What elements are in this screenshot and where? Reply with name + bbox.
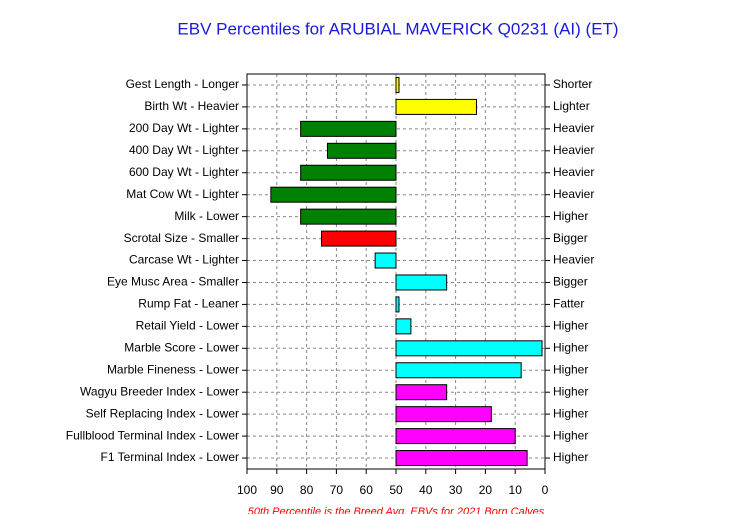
x-tick-label: 40 (419, 483, 433, 497)
bar (321, 230, 397, 247)
bar (395, 318, 412, 335)
bar (395, 406, 492, 423)
bar (395, 296, 400, 313)
y-tick-label: Self Replacing Index - Lower (86, 406, 239, 420)
y-tick-label: Birth Wt - Heavier (144, 99, 239, 113)
right-label: Heavier (553, 121, 594, 135)
x-tick-label: 20 (479, 483, 493, 497)
bar (395, 362, 522, 379)
x-tick-label: 50 (389, 483, 403, 497)
bar (326, 142, 397, 159)
x-tick-label: 90 (270, 483, 284, 497)
x-tick-label: 30 (449, 483, 463, 497)
right-label: Shorter (553, 77, 592, 91)
y-tick-label: 200 Day Wt - Lighter (129, 121, 239, 135)
bar (374, 252, 397, 269)
bar (395, 428, 516, 445)
plot-frame (246, 73, 546, 470)
y-tick-label: Marble Fineness - Lower (107, 362, 239, 376)
y-tick-label: Marble Score - Lower (124, 340, 239, 354)
right-label: Heavier (553, 165, 594, 179)
x-tick-label: 80 (300, 483, 314, 497)
bar (395, 340, 543, 357)
footnote: 50th Percentile is the Breed Avg. EBVs f… (248, 506, 545, 514)
right-label: Higher (553, 384, 588, 398)
y-tick-label: Eye Musc Area - Smaller (107, 275, 239, 289)
bar (300, 164, 397, 181)
y-tick-label: Fullblood Terminal Index - Lower (66, 428, 239, 442)
y-tick-label: 600 Day Wt - Lighter (129, 165, 239, 179)
right-label: Heavier (553, 187, 594, 201)
bar (395, 76, 400, 93)
right-label: Lighter (553, 99, 590, 113)
right-label: Heavier (553, 143, 594, 157)
bar (270, 186, 397, 203)
right-label: Fatter (553, 297, 584, 311)
right-label: Higher (553, 406, 588, 420)
chart-title: EBV Percentiles for ARUBIAL MAVERICK Q02… (177, 19, 618, 38)
right-label: Higher (553, 319, 588, 333)
right-label: Higher (553, 209, 588, 223)
y-tick-label: Milk - Lower (174, 209, 239, 223)
right-label: Higher (553, 362, 588, 376)
bar (300, 208, 397, 225)
bar (395, 274, 448, 291)
y-tick-label: Retail Yield - Lower (136, 319, 239, 333)
right-label: Bigger (553, 231, 588, 245)
right-label: Bigger (553, 275, 588, 289)
y-tick-label: Wagyu Breeder Index - Lower (80, 384, 239, 398)
y-tick-label: Carcase Wt - Lighter (129, 253, 239, 267)
x-tick-label: 0 (542, 483, 549, 497)
x-tick-label: 60 (360, 483, 374, 497)
bar (395, 98, 477, 115)
x-tick-label: 10 (509, 483, 523, 497)
y-tick-label: Mat Cow Wt - Lighter (126, 187, 239, 201)
right-label: Heavier (553, 253, 594, 267)
y-tick-label: 400 Day Wt - Lighter (129, 143, 239, 157)
right-label: Higher (553, 428, 588, 442)
bar (395, 450, 528, 467)
bar (395, 384, 448, 401)
right-label: Higher (553, 450, 588, 464)
x-tick-label: 100 (237, 483, 257, 497)
y-tick-label: Scrotal Size - Smaller (124, 231, 239, 245)
y-tick-label: F1 Terminal Index - Lower (100, 450, 239, 464)
bar (300, 120, 397, 137)
y-tick-label: Rump Fat - Leaner (138, 297, 239, 311)
y-tick-label: Gest Length - Longer (126, 77, 239, 91)
x-tick-label: 70 (330, 483, 344, 497)
right-label: Higher (553, 340, 588, 354)
